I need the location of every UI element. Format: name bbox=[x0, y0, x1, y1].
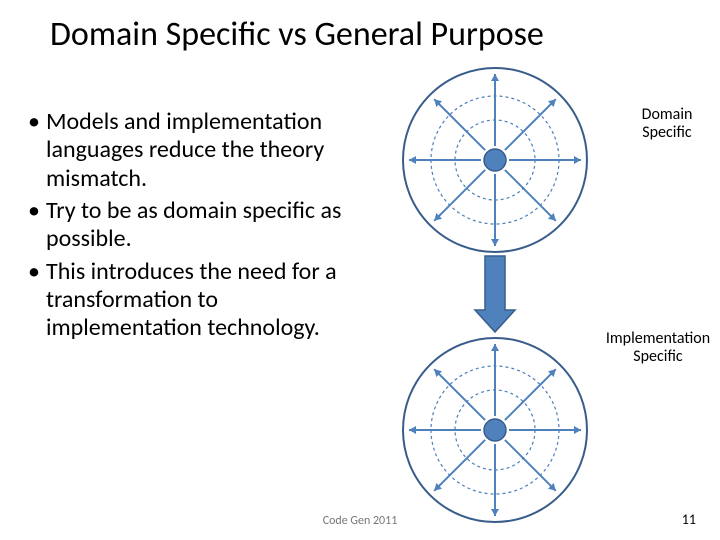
label-domain-specific: Domain Specific bbox=[622, 106, 712, 143]
bullet-item: This introduces the need for a transform… bbox=[24, 258, 364, 343]
bullet-item: Models and implementation languages redu… bbox=[24, 108, 364, 193]
bullet-item: Try to be as domain specific as possible… bbox=[24, 197, 364, 254]
page-title: Domain Specific vs General Purpose bbox=[50, 14, 690, 55]
bullet-list: Models and implementation languages redu… bbox=[24, 108, 364, 347]
label-implementation-specific: Implementation Specific bbox=[596, 330, 720, 367]
label-line: Specific bbox=[633, 347, 682, 366]
label-line: Domain bbox=[642, 105, 693, 124]
label-line: Specific bbox=[642, 123, 691, 142]
footer-conference: Code Gen 2011 bbox=[0, 514, 720, 528]
footer-page-number: 11 bbox=[682, 511, 696, 528]
label-line: Implementation bbox=[606, 329, 710, 348]
